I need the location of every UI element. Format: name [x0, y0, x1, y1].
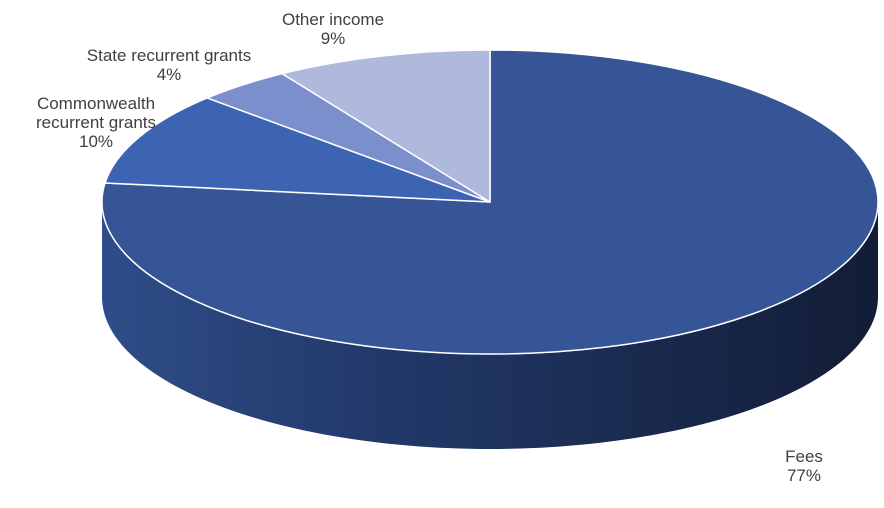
label-other-income: Other income 9% [282, 10, 384, 48]
label-other-income-name: Other income [281, 10, 385, 29]
pie-slice-commonwealth-recurrent-grants [104, 97, 491, 203]
pie-slice-other-income [281, 49, 491, 203]
label-commonwealth-grants-percent: 10% [78, 132, 114, 151]
label-state-grants-percent: 4% [156, 65, 182, 84]
label-other-income-percent: 9% [320, 29, 346, 48]
pie-side-wall [102, 202, 878, 449]
label-fees-name: Fees [785, 447, 823, 466]
label-state-grants: State recurrent grants 4% [87, 46, 251, 84]
label-fees-percent: 77% [786, 466, 822, 485]
label-commonwealth-grants-name: Commonwealth recurrent grants [36, 94, 156, 132]
label-commonwealth-grants: Commonwealth recurrent grants 10% [9, 94, 184, 151]
label-state-grants-name: State recurrent grants [86, 46, 252, 65]
label-fees: Fees 77% [785, 447, 823, 485]
pie-slice-fees [101, 49, 879, 355]
